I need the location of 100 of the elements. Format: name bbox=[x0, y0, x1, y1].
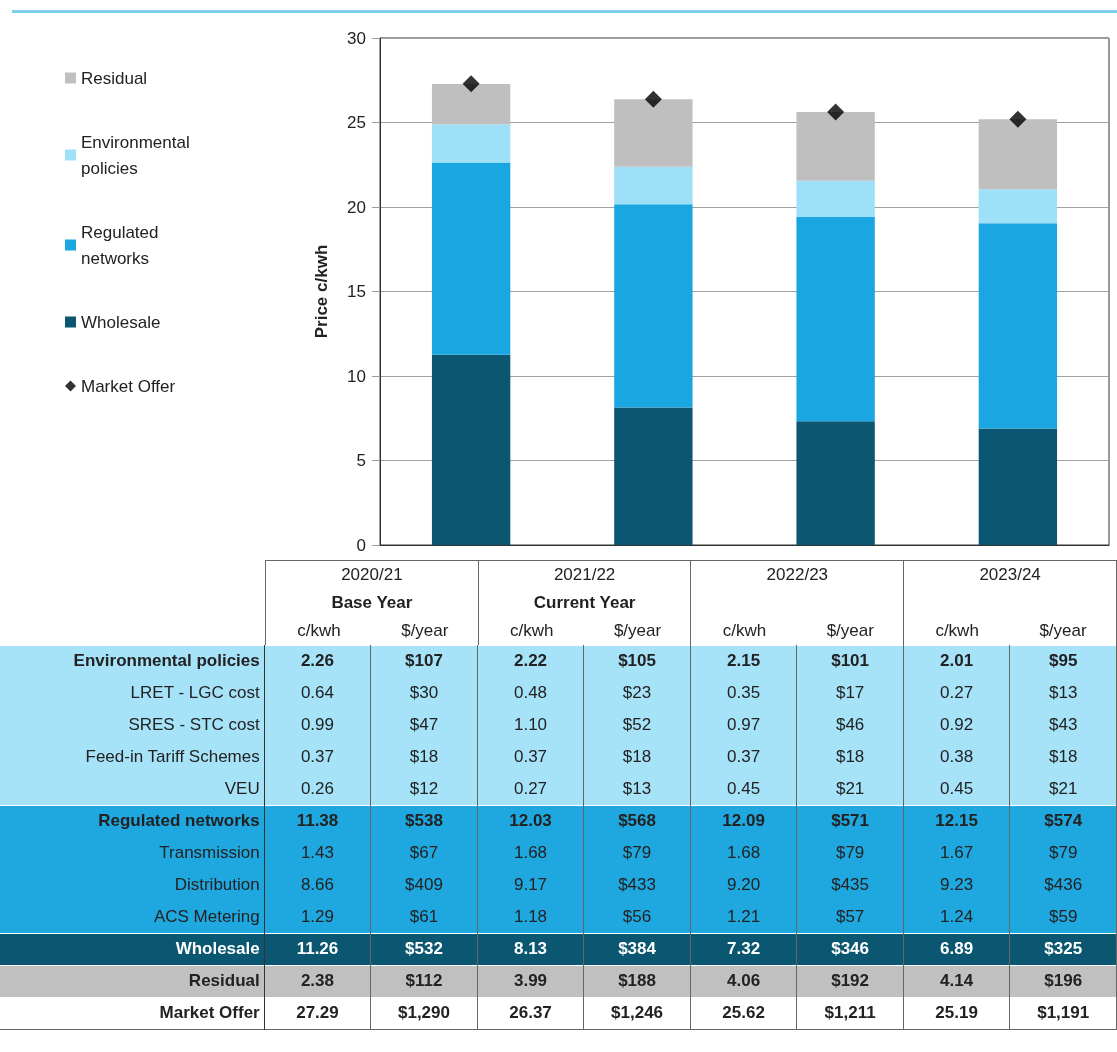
data-label: $105 bbox=[583, 645, 691, 677]
data-label: $57 bbox=[796, 901, 904, 933]
data-label: $30 bbox=[370, 677, 478, 709]
data-label: 0.48 bbox=[477, 677, 584, 709]
text: 2022/23 bbox=[690, 560, 904, 589]
data-label: 1.29 bbox=[264, 901, 371, 933]
series-label: Regulated networks bbox=[0, 805, 265, 837]
bar bbox=[614, 204, 693, 408]
series-label: Distribution bbox=[0, 869, 265, 901]
data-label: $79 bbox=[796, 837, 904, 869]
series-label: Feed-in Tariff Schemes bbox=[0, 741, 265, 773]
data-label: 6.89 bbox=[903, 933, 1010, 965]
data-label: 11.26 bbox=[264, 933, 371, 965]
data-label: $112 bbox=[370, 965, 478, 997]
category-label: $/year bbox=[1038, 619, 1088, 642]
bar bbox=[431, 83, 511, 125]
point bbox=[1009, 110, 1027, 128]
data-label: 1.24 bbox=[903, 901, 1010, 933]
data-label: $12 bbox=[370, 773, 478, 805]
series-label: Residual bbox=[0, 965, 265, 997]
y-tick-label: 15 bbox=[347, 282, 366, 301]
data-label: $21 bbox=[1009, 773, 1117, 805]
data-label: $1,290 bbox=[370, 997, 478, 1029]
data-label: $101 bbox=[796, 645, 904, 677]
bar bbox=[431, 354, 511, 545]
data-label: $1,211 bbox=[796, 997, 904, 1029]
data-label: 1.21 bbox=[690, 901, 797, 933]
text: 2020/21 bbox=[265, 560, 479, 589]
data-label: 27.29 bbox=[264, 997, 371, 1029]
data-label: 1.68 bbox=[690, 837, 797, 869]
data-label: $1,191 bbox=[1009, 997, 1117, 1029]
category-label: $/year bbox=[612, 619, 663, 642]
data-label: 0.37 bbox=[690, 741, 797, 773]
point bbox=[827, 103, 845, 121]
legend-label: Wholesale bbox=[81, 312, 161, 332]
data-label: $18 bbox=[583, 741, 691, 773]
data-label: $95 bbox=[1009, 645, 1117, 677]
data-label: $43 bbox=[1009, 709, 1117, 741]
series-label: VEU bbox=[0, 773, 265, 805]
data-label: $61 bbox=[370, 901, 478, 933]
data-label: 25.62 bbox=[690, 997, 797, 1029]
legend-label: Residual bbox=[81, 68, 148, 88]
y-tick-label: 10 bbox=[347, 366, 366, 386]
data-label: $23 bbox=[583, 677, 691, 709]
data-label: $192 bbox=[796, 965, 904, 997]
data-label: $79 bbox=[1009, 837, 1117, 869]
data-label: 4.14 bbox=[903, 965, 1010, 997]
data-label: $409 bbox=[370, 869, 478, 901]
data-label: 0.97 bbox=[690, 709, 797, 741]
data-label: 1.10 bbox=[477, 709, 584, 741]
bar bbox=[978, 119, 1058, 190]
data-label: $196 bbox=[1009, 965, 1117, 997]
data-label: $52 bbox=[583, 709, 691, 741]
bar bbox=[431, 124, 511, 163]
series-label: Transmission bbox=[0, 837, 265, 869]
data-label: 0.35 bbox=[690, 677, 797, 709]
bar bbox=[978, 223, 1058, 429]
data-label: $1,246 bbox=[583, 997, 691, 1029]
category-label: c/kwh bbox=[690, 616, 798, 645]
data-label: 9.17 bbox=[477, 869, 584, 901]
legend-label: Market Offer bbox=[81, 376, 176, 396]
data-label: 0.37 bbox=[264, 741, 371, 773]
text: Current Year bbox=[478, 588, 691, 617]
bar bbox=[796, 216, 875, 422]
data-label: $18 bbox=[370, 741, 478, 773]
category-label: $/year bbox=[400, 619, 450, 642]
y-tick-label: 25 bbox=[347, 113, 366, 132]
data-label: 25.19 bbox=[903, 997, 1010, 1029]
data-label: $433 bbox=[583, 869, 691, 901]
data-label: $532 bbox=[370, 933, 478, 965]
data-label: 0.92 bbox=[903, 709, 1010, 741]
category-label: c/kwh bbox=[265, 616, 372, 645]
bar bbox=[614, 99, 693, 167]
data-label: $346 bbox=[796, 933, 904, 965]
data-label: 0.99 bbox=[264, 709, 371, 741]
data-label: 2.15 bbox=[690, 645, 797, 677]
data-label: 1.43 bbox=[264, 837, 371, 869]
data-label: $21 bbox=[796, 773, 904, 805]
data-label: 0.27 bbox=[477, 773, 584, 805]
y-tick-label: 0 bbox=[356, 535, 366, 555]
data-label: 1.18 bbox=[477, 901, 584, 933]
data-label: $13 bbox=[583, 773, 691, 805]
data-label: 11.38 bbox=[264, 805, 371, 837]
data-label: 1.68 bbox=[477, 837, 584, 869]
y-tick-label: 30 bbox=[347, 28, 366, 48]
series-label: Wholesale bbox=[0, 933, 265, 965]
data-label: 0.26 bbox=[264, 773, 371, 805]
data-label: 3.99 bbox=[477, 965, 584, 997]
data-label: $571 bbox=[796, 805, 904, 837]
bar bbox=[614, 407, 693, 545]
data-label: $107 bbox=[370, 645, 478, 677]
data-label: $67 bbox=[370, 837, 478, 869]
data-label: 8.13 bbox=[477, 933, 584, 965]
category-label: c/kwh bbox=[903, 616, 1011, 645]
bar bbox=[431, 162, 511, 355]
data-label: 0.64 bbox=[264, 677, 371, 709]
data-label: 0.45 bbox=[690, 773, 797, 805]
category-label: c/kwh bbox=[478, 616, 585, 645]
data-label: $46 bbox=[796, 709, 904, 741]
y-tick-label: 5 bbox=[356, 451, 366, 470]
